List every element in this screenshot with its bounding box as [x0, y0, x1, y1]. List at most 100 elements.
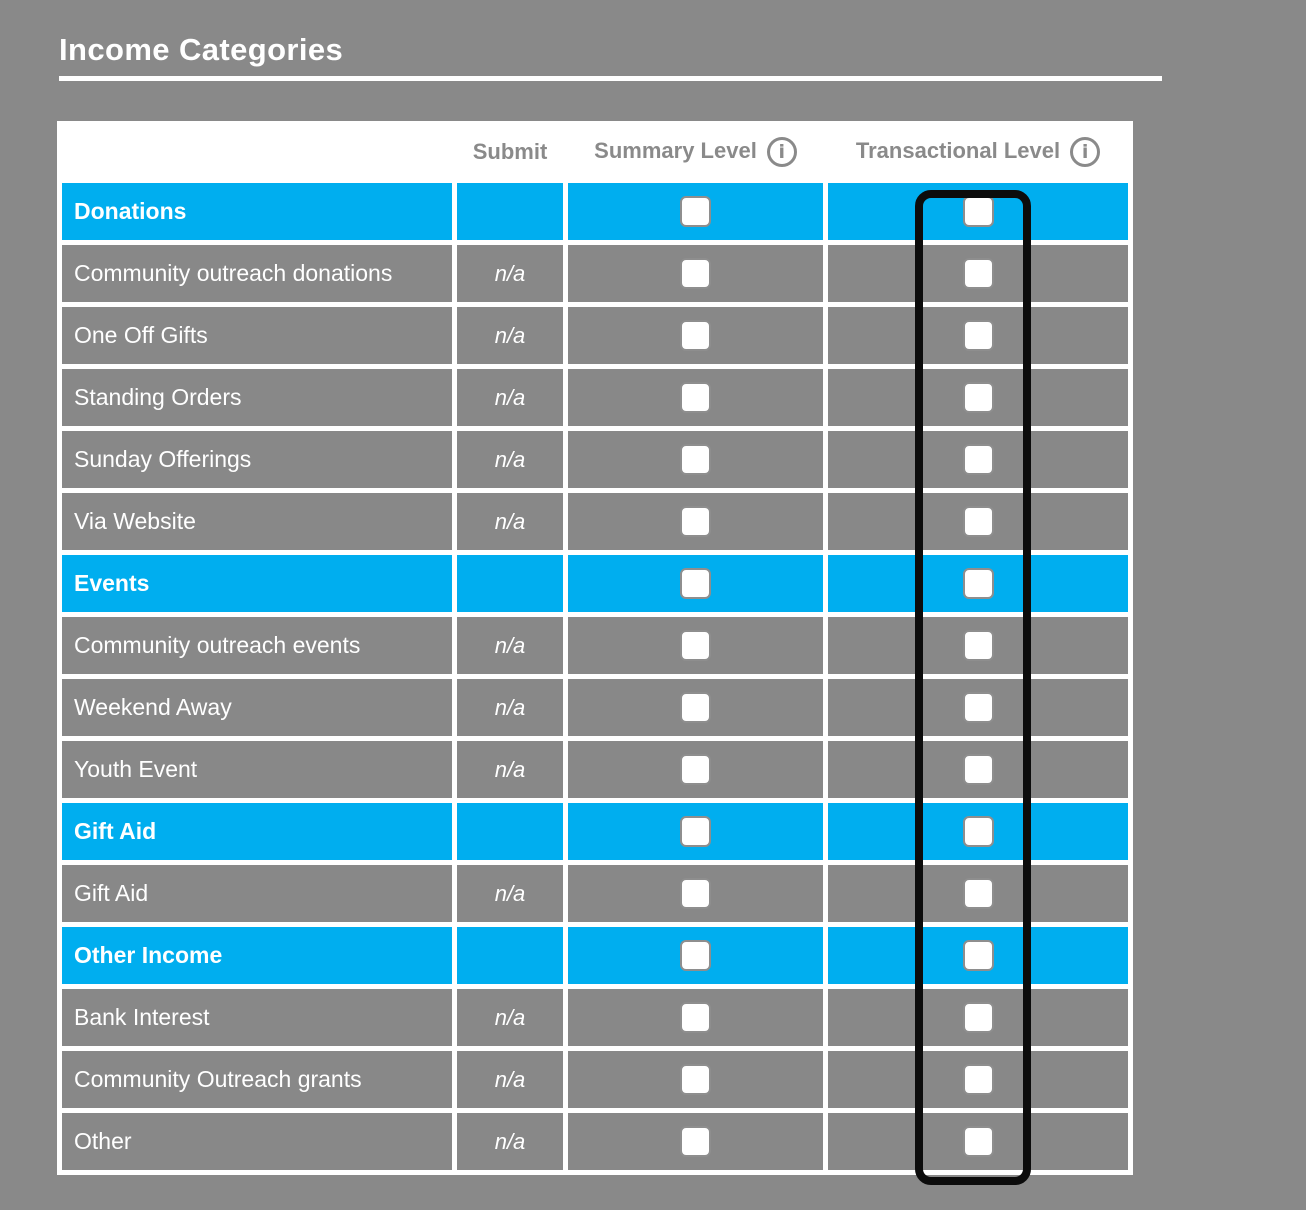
category-item-row: One Off Gifts n/a: [62, 307, 1128, 364]
summary-level-checkbox[interactable]: [680, 258, 711, 289]
summary-level-checkbox[interactable]: [680, 196, 711, 227]
transactional-level-checkbox[interactable]: [962, 816, 994, 847]
summary-level-checkbox[interactable]: [680, 878, 711, 909]
transactional-level-cell: [828, 555, 1128, 612]
category-label: Other: [62, 1113, 452, 1170]
category-label: Youth Event: [62, 741, 452, 798]
category-item-row: Youth Event n/a: [62, 741, 1128, 798]
transactional-level-cell: [828, 183, 1128, 240]
category-item-row: Sunday Offerings n/a: [62, 431, 1128, 488]
transactional-level-checkbox[interactable]: [962, 692, 994, 723]
category-item-row: Other n/a: [62, 1113, 1128, 1170]
summary-level-checkbox[interactable]: [680, 320, 711, 351]
category-label: Community outreach events: [62, 617, 452, 674]
transactional-level-checkbox[interactable]: [962, 506, 994, 537]
summary-level-cell: [568, 493, 823, 550]
submit-status: n/a: [457, 741, 563, 798]
transactional-level-cell: [828, 245, 1128, 302]
transactional-level-cell: [828, 927, 1128, 984]
transactional-level-checkbox[interactable]: [962, 630, 994, 661]
summary-level-label: Summary Level: [594, 137, 757, 163]
submit-status: n/a: [457, 1051, 563, 1108]
category-item-row: Bank Interest n/a: [62, 989, 1128, 1046]
submit-status: [457, 803, 563, 860]
summary-level-checkbox[interactable]: [680, 444, 711, 475]
submit-status: n/a: [457, 493, 563, 550]
income-categories-table: Submit Summary Level i Transactional Leve…: [57, 121, 1133, 1175]
transactional-level-cell: [828, 741, 1128, 798]
category-item-row: Community outreach events n/a: [62, 617, 1128, 674]
category-item-row: Community Outreach grants n/a: [62, 1051, 1128, 1108]
summary-level-cell: [568, 1051, 823, 1108]
category-item-row: Via Website n/a: [62, 493, 1128, 550]
category-item-row: Weekend Away n/a: [62, 679, 1128, 736]
category-label: Other Income: [62, 927, 452, 984]
transactional-level-checkbox[interactable]: [962, 940, 994, 971]
info-icon[interactable]: i: [766, 137, 797, 167]
summary-level-checkbox[interactable]: [680, 1064, 711, 1095]
transactional-level-cell: [828, 431, 1128, 488]
transactional-level-checkbox[interactable]: [962, 196, 994, 227]
summary-level-cell: [568, 803, 823, 860]
transactional-level-checkbox[interactable]: [962, 1064, 994, 1095]
transactional-level-cell: [828, 1113, 1128, 1170]
category-item-row: Standing Orders n/a: [62, 369, 1128, 426]
summary-level-checkbox[interactable]: [680, 1002, 711, 1033]
category-label: Standing Orders: [62, 369, 452, 426]
summary-level-checkbox[interactable]: [680, 382, 711, 413]
transactional-level-checkbox[interactable]: [962, 1002, 994, 1033]
transactional-level-checkbox[interactable]: [962, 1126, 994, 1157]
summary-level-cell: [568, 989, 823, 1046]
summary-level-checkbox[interactable]: [680, 754, 711, 785]
category-label: Gift Aid: [62, 803, 452, 860]
summary-level-checkbox[interactable]: [680, 816, 711, 847]
transactional-level-checkbox[interactable]: [962, 878, 994, 909]
category-group-row: Other Income: [62, 927, 1128, 984]
transactional-level-column-header: Transactional Level i: [828, 126, 1128, 178]
category-label: One Off Gifts: [62, 307, 452, 364]
transactional-level-cell: [828, 493, 1128, 550]
category-label: Weekend Away: [62, 679, 452, 736]
submit-status: n/a: [457, 617, 563, 674]
summary-level-checkbox[interactable]: [680, 940, 711, 971]
transactional-level-cell: [828, 369, 1128, 426]
category-column-header: [62, 126, 452, 178]
transactional-level-cell: [828, 1051, 1128, 1108]
summary-level-cell: [568, 183, 823, 240]
summary-level-checkbox[interactable]: [680, 568, 711, 599]
summary-level-checkbox[interactable]: [680, 630, 711, 661]
summary-level-cell: [568, 555, 823, 612]
transactional-level-checkbox[interactable]: [962, 444, 994, 475]
transactional-level-label: Transactional Level: [855, 137, 1061, 163]
submit-status: n/a: [457, 679, 563, 736]
table-header-row: Submit Summary Level i Transactional Leve…: [62, 126, 1128, 178]
category-label: Bank Interest: [62, 989, 452, 1046]
summary-level-checkbox[interactable]: [680, 506, 711, 537]
category-label: Community Outreach grants: [62, 1051, 452, 1108]
transactional-level-checkbox[interactable]: [962, 754, 994, 785]
page-title: Income Categories: [59, 32, 344, 67]
submit-status: [457, 927, 563, 984]
summary-level-cell: [568, 927, 823, 984]
submit-status: n/a: [457, 369, 563, 426]
transactional-level-checkbox[interactable]: [962, 568, 994, 599]
summary-level-cell: [568, 617, 823, 674]
title-underline: [59, 76, 1162, 81]
submit-status: n/a: [457, 865, 563, 922]
summary-level-checkbox[interactable]: [680, 1126, 711, 1157]
info-icon[interactable]: i: [1070, 137, 1101, 167]
transactional-level-checkbox[interactable]: [962, 258, 994, 289]
category-label: Gift Aid: [62, 865, 452, 922]
summary-level-checkbox[interactable]: [680, 692, 711, 723]
submit-status: [457, 183, 563, 240]
category-group-row: Events: [62, 555, 1128, 612]
category-label: Sunday Offerings: [62, 431, 452, 488]
submit-status: n/a: [457, 989, 563, 1046]
transactional-level-cell: [828, 617, 1128, 674]
transactional-level-checkbox[interactable]: [962, 382, 994, 413]
transactional-level-cell: [828, 865, 1128, 922]
transactional-level-cell: [828, 989, 1128, 1046]
summary-level-cell: [568, 431, 823, 488]
transactional-level-checkbox[interactable]: [962, 320, 994, 351]
